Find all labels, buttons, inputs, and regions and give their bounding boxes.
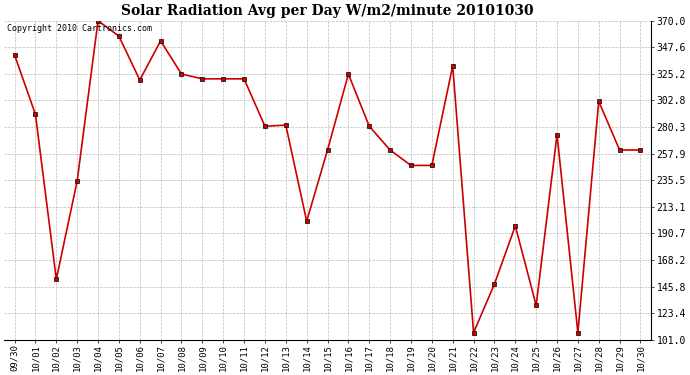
Title: Solar Radiation Avg per Day W/m2/minute 20101030: Solar Radiation Avg per Day W/m2/minute … [121,4,534,18]
Text: Copyright 2010 Cartronics.com: Copyright 2010 Cartronics.com [8,24,152,33]
